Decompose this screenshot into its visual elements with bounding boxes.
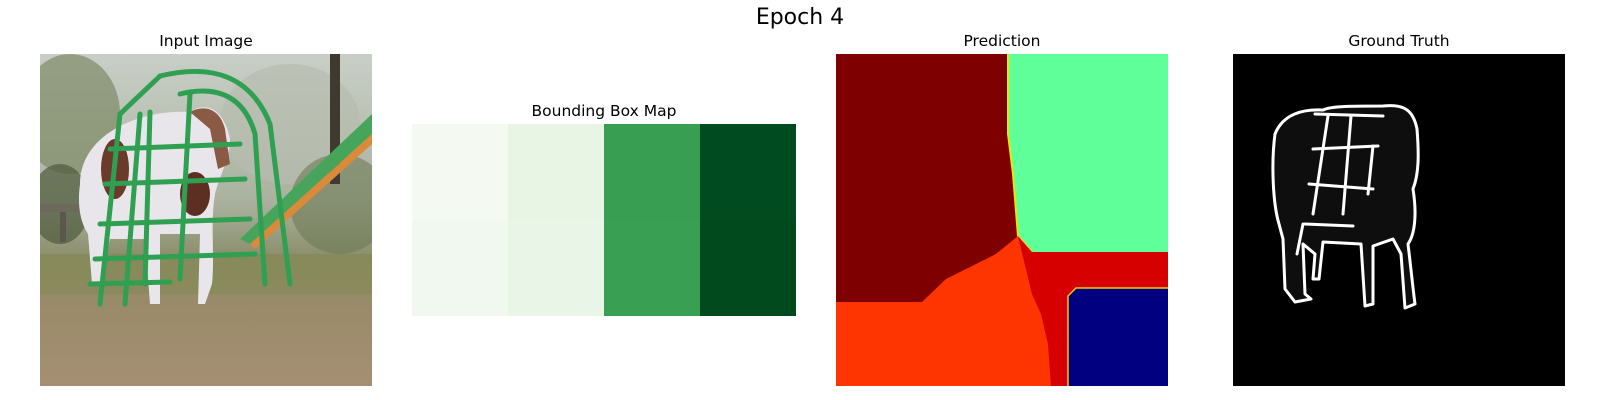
bounding-box-map-title: Bounding Box Map: [531, 102, 677, 120]
bounding-box-map: [412, 124, 796, 316]
bbox-cell: [508, 220, 604, 316]
bbox-cell: [412, 220, 508, 316]
bbox-cell: [508, 124, 604, 220]
prediction-map: [836, 54, 1168, 386]
bbox-cell: [604, 124, 700, 220]
prediction-boundary: [1007, 54, 1033, 253]
prediction-boundary: [1067, 287, 1168, 386]
ground-truth-mask: [1233, 54, 1565, 386]
prediction-region: [1068, 288, 1168, 386]
prediction-region: [1018, 236, 1168, 386]
figure-title: Epoch 4: [755, 5, 845, 30]
bbox-cell: [700, 124, 796, 220]
bbox-cell: [700, 220, 796, 316]
ground-truth-panel: [1233, 54, 1565, 386]
input-image: [40, 54, 372, 386]
prediction-region: [1008, 54, 1168, 252]
prediction-title: Prediction: [963, 32, 1041, 50]
prediction-region: [836, 236, 1051, 386]
bbox-cell: [604, 220, 700, 316]
input-image-title: Input Image: [159, 32, 253, 50]
bounding-box-map-panel: [412, 124, 796, 316]
input-image-panel: [40, 54, 372, 386]
ground-truth-title: Ground Truth: [1348, 32, 1450, 50]
prediction-panel: [836, 54, 1168, 386]
bbox-cell: [412, 124, 508, 220]
